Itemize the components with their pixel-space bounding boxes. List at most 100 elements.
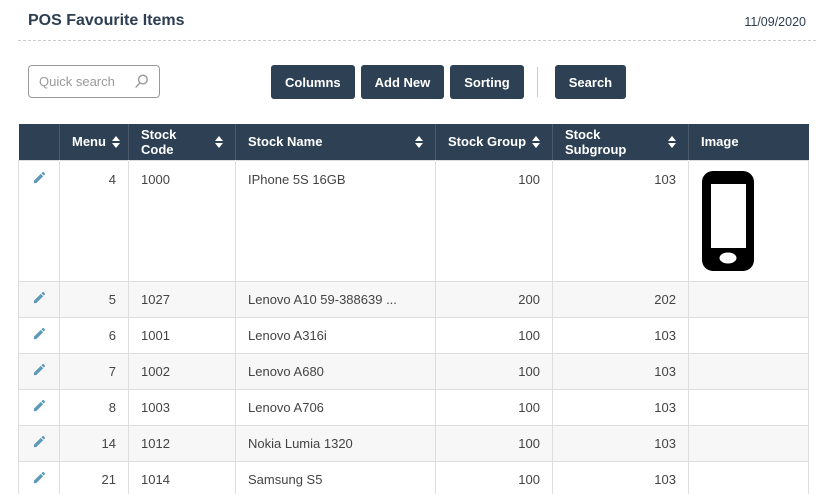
- column-header-menu[interactable]: Menu: [59, 124, 129, 160]
- search-icon: [133, 73, 150, 90]
- edit-icon[interactable]: [32, 290, 47, 305]
- sorting-button[interactable]: Sorting: [450, 65, 524, 99]
- cell-image: [688, 316, 809, 354]
- quick-search-input[interactable]: [29, 74, 133, 89]
- favourite-items-table-wrap: Menu Stock Code Stock Name Stock Group: [18, 124, 809, 494]
- cell-edit: [18, 280, 60, 318]
- cell-stock-name: Nokia Lumia 1320: [235, 424, 436, 462]
- cell-image: [688, 424, 809, 462]
- column-header-label: Stock Code: [141, 126, 177, 157]
- cell-stock-group: 100: [435, 388, 553, 426]
- cell-edit: [18, 424, 60, 462]
- table-row[interactable]: 4 1000 IPhone 5S 16GB 100 103: [18, 159, 809, 282]
- cell-menu: 14: [59, 424, 129, 462]
- cell-stock-subgroup: 103: [552, 352, 689, 390]
- cell-stock-group: 100: [435, 460, 553, 494]
- edit-icon[interactable]: [32, 362, 47, 377]
- toolbar: Columns Add New Sorting Search: [0, 65, 836, 99]
- column-header-label: Stock Group: [448, 134, 527, 150]
- cell-edit: [18, 316, 60, 354]
- cell-stock-group: 100: [435, 316, 553, 354]
- cell-stock-subgroup: 103: [552, 424, 689, 462]
- cell-image: [688, 159, 809, 282]
- cell-stock-group: 200: [435, 280, 553, 318]
- cell-menu: 8: [59, 388, 129, 426]
- cell-edit: [18, 352, 60, 390]
- table-header-row: Menu Stock Code Stock Name Stock Group: [18, 124, 809, 160]
- cell-menu: 7: [59, 352, 129, 390]
- dashed-divider: [18, 40, 816, 41]
- cell-image: [688, 280, 809, 318]
- smartphone-image: [702, 170, 754, 271]
- sort-icon[interactable]: [111, 135, 120, 148]
- cell-stock-name: IPhone 5S 16GB: [235, 159, 436, 282]
- column-header-stock_subgroup[interactable]: Stock Subgroup: [552, 124, 689, 160]
- cell-stock-code: 1027: [128, 280, 236, 318]
- page-title: POS Favourite Items: [28, 12, 185, 29]
- sort-icon[interactable]: [415, 135, 423, 148]
- cell-menu: 21: [59, 460, 129, 494]
- cell-stock-subgroup: 103: [552, 159, 689, 282]
- cell-stock-code: 1001: [128, 316, 236, 354]
- cell-stock-subgroup: 103: [552, 460, 689, 494]
- cell-edit: [18, 159, 60, 282]
- quick-search-box[interactable]: [28, 65, 160, 98]
- cell-menu: 4: [59, 159, 129, 282]
- cell-stock-code: 1002: [128, 352, 236, 390]
- cell-image: [688, 352, 809, 390]
- column-header-label: Menu: [72, 134, 106, 150]
- cell-stock-name: Lenovo A10 59-388639 ...: [235, 280, 436, 318]
- columns-button[interactable]: Columns: [271, 65, 355, 99]
- sort-icon[interactable]: [532, 135, 540, 148]
- search-button[interactable]: Search: [554, 65, 627, 99]
- cell-stock-name: Samsung S5: [235, 460, 436, 494]
- table-row[interactable]: 7 1002 Lenovo A680 100 103: [18, 352, 809, 390]
- cell-stock-code: 1014: [128, 460, 236, 494]
- cell-stock-group: 100: [435, 352, 553, 390]
- cell-image: [688, 460, 809, 494]
- cell-stock-code: 1000: [128, 159, 236, 282]
- page-header: POS Favourite Items 11/09/2020: [0, 0, 836, 30]
- cell-stock-code: 1012: [128, 424, 236, 462]
- page-date: 11/09/2020: [744, 15, 806, 29]
- column-header-label: Stock Subgroup: [565, 126, 627, 157]
- cell-menu: 6: [59, 316, 129, 354]
- cell-edit: [18, 388, 60, 426]
- button-group-divider: [536, 67, 538, 97]
- cell-edit: [18, 460, 60, 494]
- column-header-label: Stock Name: [248, 134, 323, 150]
- column-header-edit: [18, 124, 60, 160]
- edit-icon[interactable]: [32, 326, 47, 341]
- edit-icon[interactable]: [32, 434, 47, 449]
- column-header-stock_name[interactable]: Stock Name: [235, 124, 436, 160]
- cell-stock-subgroup: 202: [552, 280, 689, 318]
- cell-stock-code: 1003: [128, 388, 236, 426]
- sort-icon[interactable]: [668, 135, 676, 148]
- column-header-image: Image: [688, 124, 809, 160]
- cell-stock-name: Lenovo A680: [235, 352, 436, 390]
- table-row[interactable]: 6 1001 Lenovo A316i 100 103: [18, 316, 809, 354]
- cell-stock-name: Lenovo A706: [235, 388, 436, 426]
- cell-menu: 5: [59, 280, 129, 318]
- edit-icon[interactable]: [32, 170, 47, 185]
- column-header-label: Image: [701, 134, 739, 150]
- table-row[interactable]: 5 1027 Lenovo A10 59-388639 ... 200 202: [18, 280, 809, 318]
- cell-stock-name: Lenovo A316i: [235, 316, 436, 354]
- add-new-button[interactable]: Add New: [360, 65, 445, 99]
- table-row[interactable]: 8 1003 Lenovo A706 100 103: [18, 388, 809, 426]
- cell-stock-group: 100: [435, 424, 553, 462]
- cell-stock-subgroup: 103: [552, 316, 689, 354]
- favourite-items-table: Menu Stock Code Stock Name Stock Group: [18, 124, 809, 494]
- sort-icon[interactable]: [215, 135, 223, 148]
- table-row[interactable]: 21 1014 Samsung S5 100 103: [18, 460, 809, 494]
- column-header-stock_code[interactable]: Stock Code: [128, 124, 236, 160]
- table-row[interactable]: 14 1012 Nokia Lumia 1320 100 103: [18, 424, 809, 462]
- cell-stock-group: 100: [435, 159, 553, 282]
- column-header-stock_group[interactable]: Stock Group: [435, 124, 553, 160]
- cell-stock-subgroup: 103: [552, 388, 689, 426]
- cell-image: [688, 388, 809, 426]
- edit-icon[interactable]: [32, 470, 47, 485]
- toolbar-buttons: Columns Add New Sorting Search: [271, 65, 627, 99]
- edit-icon[interactable]: [32, 398, 47, 413]
